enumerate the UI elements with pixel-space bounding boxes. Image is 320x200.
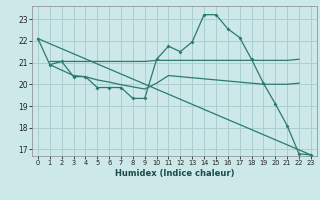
- X-axis label: Humidex (Indice chaleur): Humidex (Indice chaleur): [115, 169, 234, 178]
